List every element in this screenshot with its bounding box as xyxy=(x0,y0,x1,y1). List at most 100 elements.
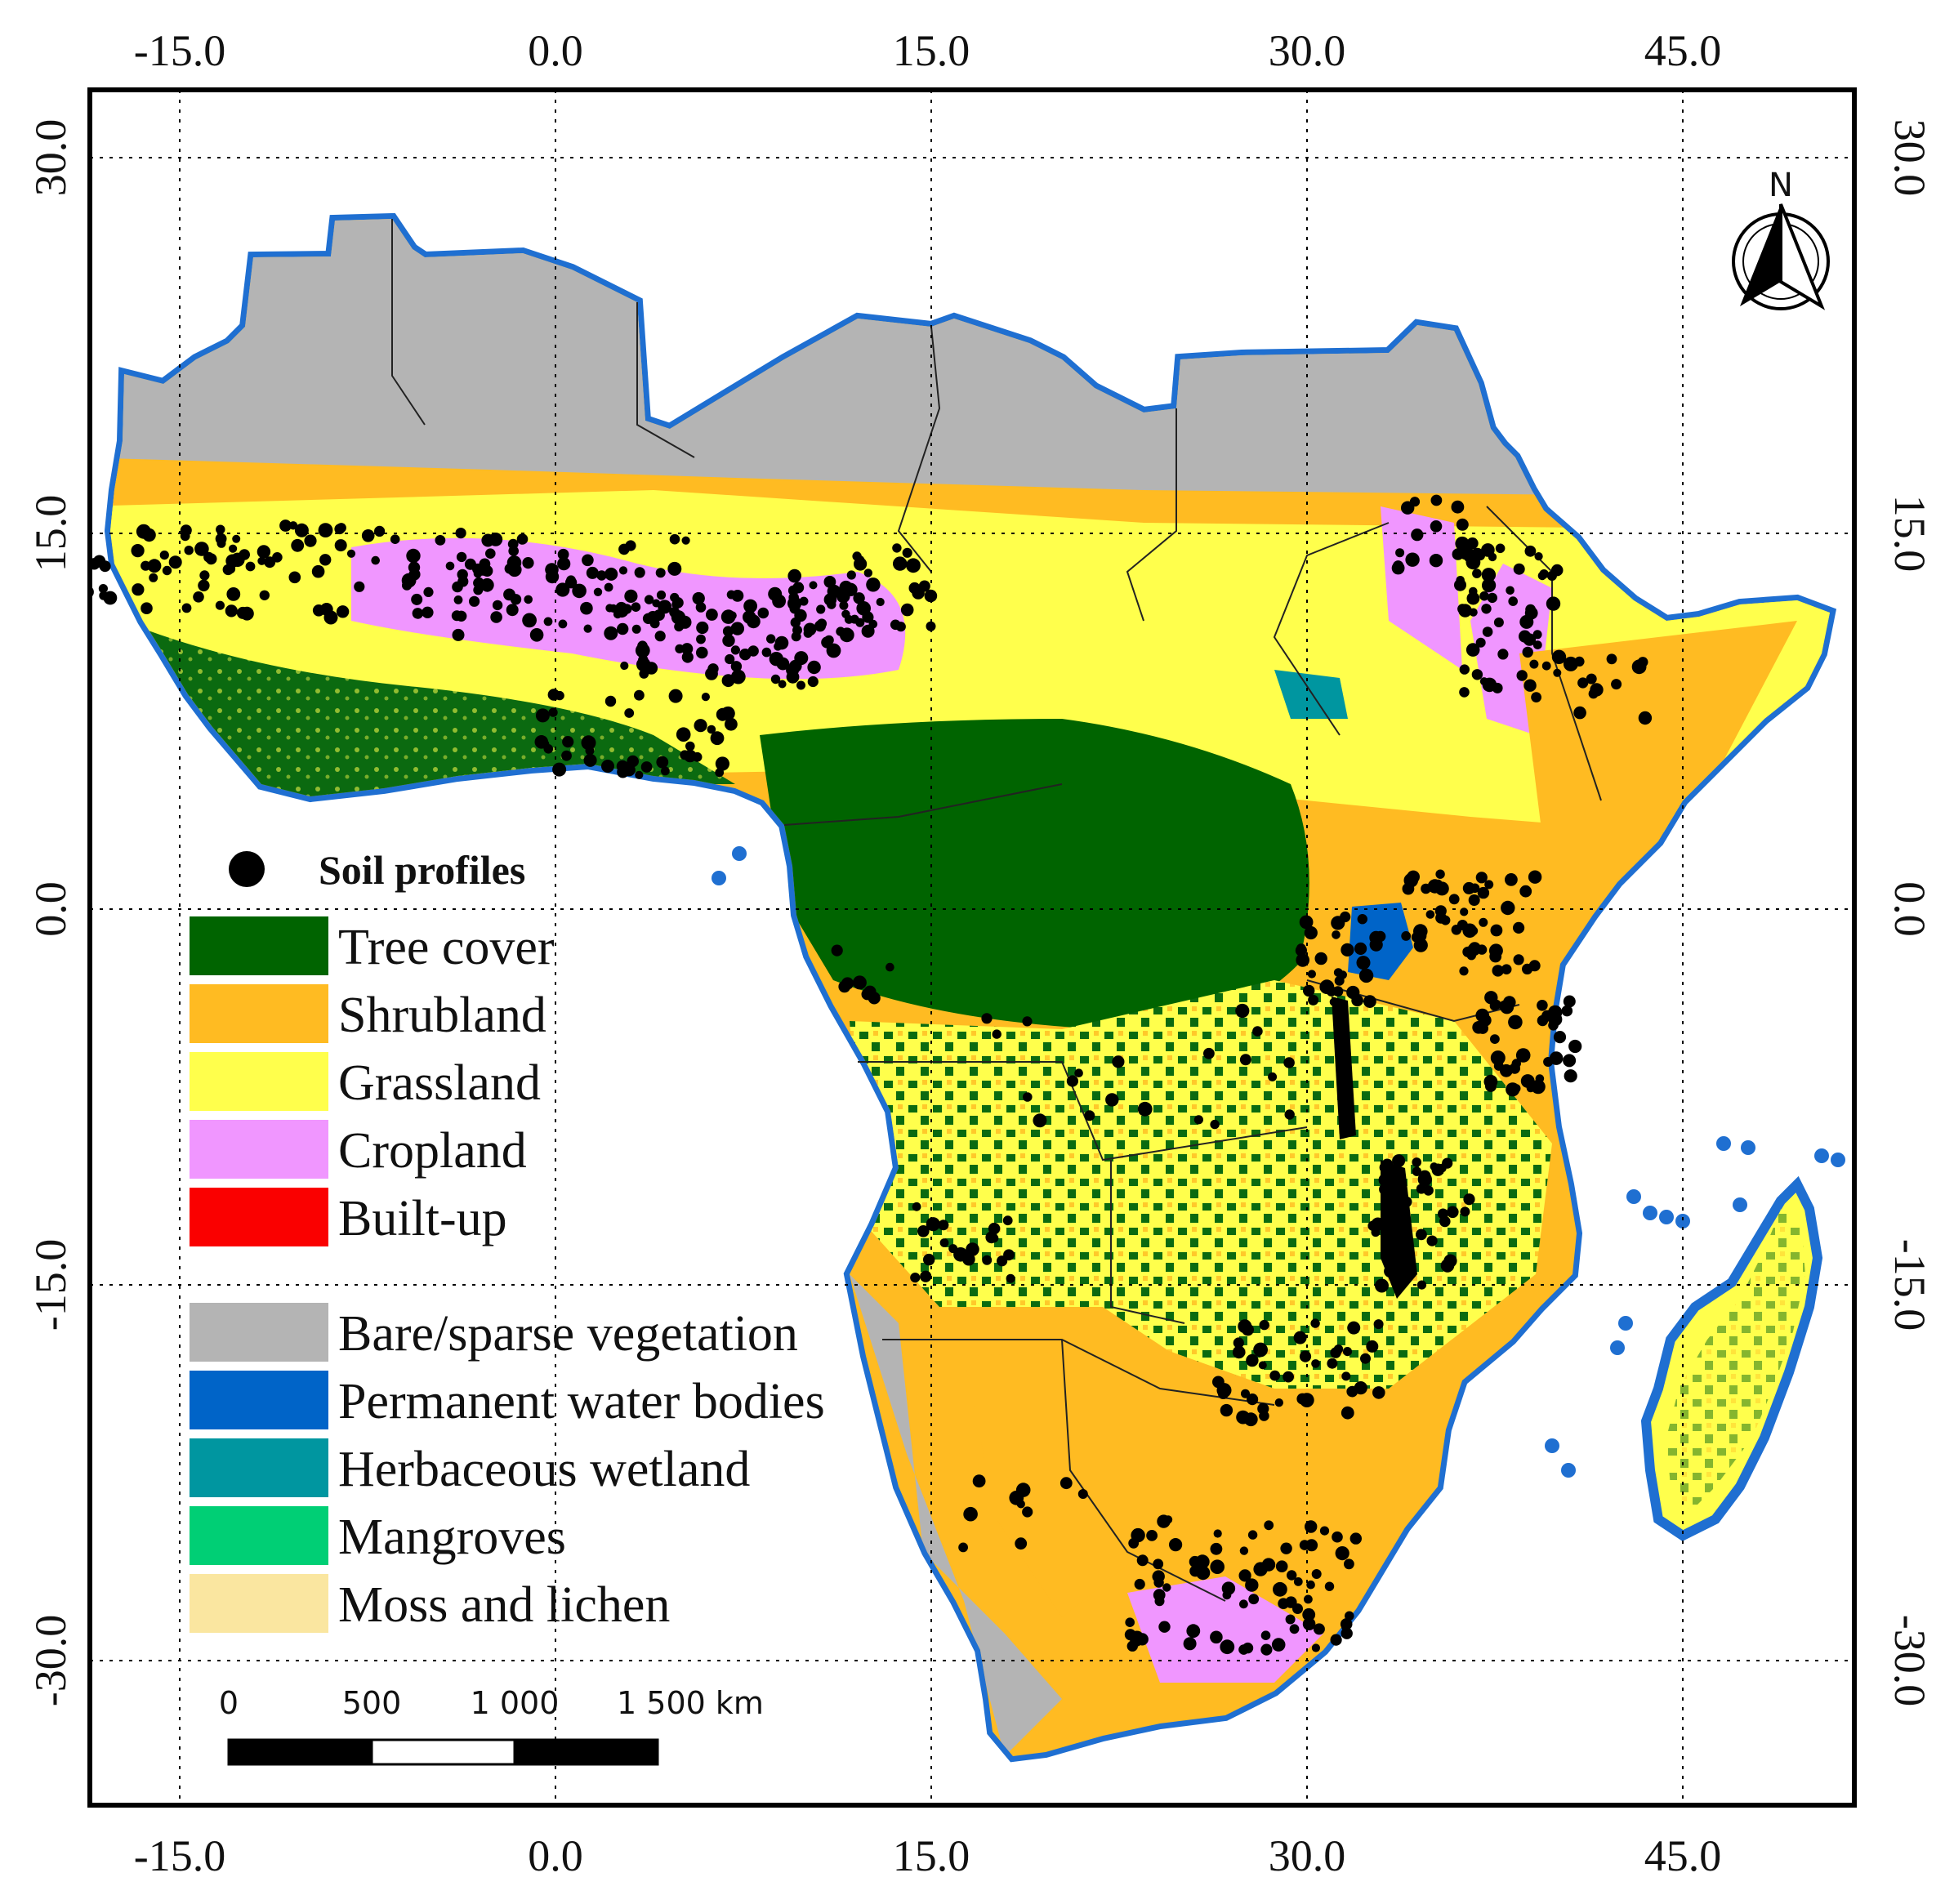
right-axis-labels: 30.0 15.0 0.0 -15.0 -30.0 xyxy=(1885,119,1934,1706)
soil-profile-point xyxy=(622,604,632,614)
soil-profile-point xyxy=(481,533,495,547)
soil-profile-point xyxy=(1260,1643,1273,1656)
soil-profile-point xyxy=(162,565,172,576)
soil-profile-point xyxy=(1541,1010,1553,1022)
soil-profile-point xyxy=(1332,986,1344,997)
soil-profile-point xyxy=(1347,1321,1361,1335)
soil-profile-point xyxy=(1302,1617,1316,1630)
soil-profile-point xyxy=(715,768,725,778)
soil-profile-point xyxy=(346,549,356,558)
soil-profile-point xyxy=(1268,1072,1278,1081)
legend: Soil profiles Tree cover Shrubland Grassla… xyxy=(190,847,825,1633)
soil-profile-point xyxy=(1425,910,1435,919)
island-5 xyxy=(1643,1206,1657,1220)
soil-profile-point xyxy=(1384,1264,1397,1278)
right-tick-lat-minus30: -30.0 xyxy=(1885,1615,1934,1706)
soil-profile-point xyxy=(1066,1075,1078,1087)
soil-profile-point xyxy=(1568,1039,1582,1054)
soil-profile-point xyxy=(1124,1629,1136,1641)
soil-profile-point xyxy=(199,570,210,581)
island-3 xyxy=(1741,1140,1755,1155)
soil-profile-point xyxy=(701,693,711,702)
soil-profile-point xyxy=(1631,659,1647,675)
soil-profile-point xyxy=(917,1225,930,1237)
soil-profile-point xyxy=(555,582,570,597)
soil-profile-point xyxy=(1077,1489,1088,1499)
soil-profile-point xyxy=(555,690,564,701)
soil-profile-point xyxy=(1246,1353,1259,1367)
soil-profile-point xyxy=(232,534,241,543)
soil-profile-point xyxy=(1511,1059,1522,1068)
soil-profile-point xyxy=(1264,1520,1274,1531)
soil-profile-point xyxy=(142,528,156,542)
soil-profile-point xyxy=(1522,963,1533,974)
soil-profile-point xyxy=(696,646,708,659)
soil-profile-point xyxy=(593,587,603,596)
soil-profile-point xyxy=(1354,1381,1367,1395)
soil-profile-point xyxy=(334,539,347,552)
soil-profile-point xyxy=(839,627,854,643)
soil-profile-point xyxy=(506,604,519,617)
soil-profile-point xyxy=(361,529,375,542)
soil-profile-point xyxy=(1242,1323,1254,1336)
soil-profile-point xyxy=(1429,554,1443,568)
soil-profile-point xyxy=(1308,994,1319,1006)
soil-profile-point xyxy=(1186,1624,1201,1639)
soil-profile-point xyxy=(456,610,467,622)
soil-profile-point xyxy=(1366,1340,1379,1353)
soil-profile-point xyxy=(803,622,817,636)
soil-profile-point xyxy=(1505,873,1518,886)
soil-profile-point xyxy=(456,551,467,563)
soil-profile-point xyxy=(1564,1069,1577,1083)
soil-profile-point xyxy=(412,608,424,619)
soil-profile-point xyxy=(1311,1359,1320,1368)
soil-profile-point xyxy=(1493,618,1504,627)
soil-profile-point xyxy=(485,548,496,559)
island-1 xyxy=(712,871,726,885)
soil-profile-point xyxy=(1435,869,1445,879)
soil-profile-point xyxy=(841,977,854,990)
soil-profile-point xyxy=(288,521,298,530)
soil-profile-point xyxy=(311,564,325,578)
soil-profile-point xyxy=(1344,1558,1354,1570)
top-tick-lon-0: 0.0 xyxy=(528,26,583,75)
soil-profile-point xyxy=(1416,1228,1427,1241)
soil-profile-point xyxy=(1492,965,1504,977)
soil-profile-point xyxy=(1269,1370,1281,1381)
soil-profile-point xyxy=(1158,1621,1171,1633)
soil-profile-point xyxy=(1456,518,1469,531)
soil-profile-point xyxy=(1313,1623,1325,1635)
soil-profile-point xyxy=(831,944,843,956)
soil-profile-point xyxy=(1319,1526,1330,1536)
soil-profile-point xyxy=(696,634,706,644)
shrubland-area-kalahari xyxy=(964,1348,1274,1617)
soil-profile-point xyxy=(552,762,567,777)
north-arrow-left-half xyxy=(1740,204,1781,306)
soil-profile-point xyxy=(1516,670,1528,681)
soil-profile-point xyxy=(938,1220,949,1231)
soil-profile-point xyxy=(601,760,614,773)
soil-profile-point xyxy=(1466,591,1480,605)
soil-profile-point xyxy=(1015,1537,1028,1550)
soil-profile-point xyxy=(1430,494,1443,506)
soil-profile-point xyxy=(1285,1614,1296,1625)
soil-profile-point xyxy=(583,753,597,767)
soil-profile-point xyxy=(1259,1319,1269,1331)
country-borders xyxy=(391,219,1602,1602)
soil-profile-point xyxy=(854,557,868,571)
soil-profile-point xyxy=(992,1029,1001,1039)
soil-profile-point xyxy=(1434,879,1443,889)
scale-bar: 0 500 1 000 1 500 km xyxy=(219,1685,764,1766)
soil-profile-point xyxy=(652,599,661,608)
soil-profile-point xyxy=(1239,1054,1251,1066)
soil-profile-point xyxy=(1490,924,1503,937)
soil-profile-point xyxy=(1330,1634,1342,1646)
soil-profile-point xyxy=(846,570,856,580)
soil-profile-point xyxy=(406,548,421,564)
soil-profile-point xyxy=(1333,968,1343,977)
soil-profile-point xyxy=(807,660,821,675)
soil-profile-point xyxy=(68,609,78,618)
soil-profile-point xyxy=(1471,669,1483,680)
legend-swatch-herbaceous-wetland xyxy=(190,1438,328,1497)
soil-profile-point xyxy=(1373,1319,1384,1330)
